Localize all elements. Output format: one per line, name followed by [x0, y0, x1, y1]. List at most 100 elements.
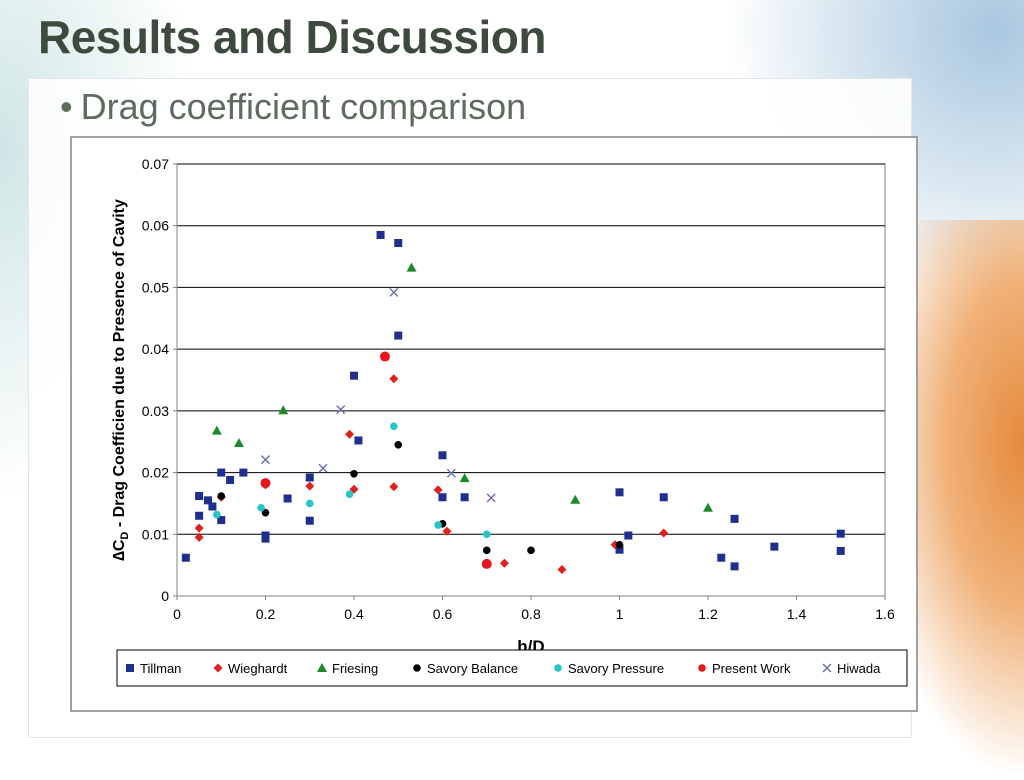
legend-marker-hiwada	[822, 663, 832, 673]
y-tick-label: 0.04	[142, 341, 169, 357]
wieghardt-point	[433, 485, 443, 495]
chart-frame: 0 0.01 0.02 0.03 0.04 0.05 0.06 0.07 0 0.2 0.4 0.6 0…	[70, 136, 918, 712]
tillman-point	[226, 475, 235, 484]
tillman-point	[624, 531, 633, 540]
x-tick-label: 0	[173, 606, 181, 622]
tillman-point	[261, 534, 270, 543]
savory-balance-point	[217, 492, 226, 500]
wieghardt-point	[305, 481, 315, 491]
savory-balance-point	[261, 508, 270, 517]
wieghardt-point	[659, 528, 669, 538]
wieghardt-point	[499, 558, 509, 568]
friesing-point	[233, 437, 244, 447]
tillman-point	[203, 496, 212, 505]
tillman-point	[836, 546, 845, 555]
legend-label-present-work: Present Work	[712, 661, 791, 676]
hiwada-point	[486, 493, 496, 503]
slide-title: Results and Discussion	[38, 11, 546, 63]
friesing-point	[570, 494, 581, 504]
tillman-point	[195, 511, 204, 520]
x-tick-label: 0.4	[344, 606, 364, 622]
legend-label-friesing: Friesing	[332, 661, 378, 676]
x-tick-label: 1	[616, 606, 624, 622]
x-tick-label: 1.2	[698, 606, 718, 622]
tillman-point	[354, 436, 363, 445]
hiwada-point	[336, 405, 346, 415]
friesing-point	[278, 405, 289, 415]
tillman-point	[438, 493, 447, 502]
y-tick-label: 0.03	[142, 403, 169, 419]
friesing-point	[459, 473, 470, 483]
bullet-item: • Drag coefficient comparison	[60, 86, 526, 128]
savory-pressure-point	[345, 490, 354, 498]
legend-marker-friesing	[317, 663, 327, 672]
legend-label-tillman: Tillman	[140, 661, 181, 676]
wieghardt-point	[442, 526, 452, 536]
tillman-point	[615, 488, 624, 497]
legend-label-wieghardt: Wieghardt	[228, 661, 288, 676]
y-tick-label: 0.07	[142, 156, 169, 172]
bullet-text: Drag coefficient comparison	[80, 86, 527, 127]
legend-label-hiwada: Hiwada	[837, 661, 881, 676]
y-tick-label: 0.05	[142, 279, 169, 295]
friesing-point	[406, 262, 417, 272]
tillman-point	[283, 494, 292, 503]
tillman-point	[181, 553, 190, 562]
tillman-point	[239, 468, 248, 477]
y-axis-label: ∆CD - Drag Coefficien due to Presence of…	[111, 199, 131, 561]
savory-balance-point	[482, 546, 491, 555]
present-work-point	[260, 478, 271, 489]
tillman-point	[394, 238, 403, 247]
tillman-point	[770, 542, 779, 551]
wieghardt-point	[345, 429, 355, 439]
tillman-point	[730, 514, 739, 523]
hiwada-point	[389, 287, 399, 297]
hiwada-point	[446, 468, 456, 478]
hiwada-point	[261, 455, 270, 465]
wieghardt-point	[389, 482, 399, 492]
savory-pressure-point	[482, 530, 491, 539]
x-tick-label: 0.8	[521, 606, 541, 622]
savory-balance-point	[527, 546, 535, 555]
tillman-point	[305, 473, 314, 482]
savory-pressure-point	[390, 422, 398, 431]
x-tick-label: 0.2	[256, 606, 276, 622]
tillman-point	[460, 493, 469, 502]
tillman-point	[659, 493, 668, 502]
drag-coefficient-scatter-chart: 0 0.01 0.02 0.03 0.04 0.05 0.06 0.07 0 0.2 0.4 0.6 0…	[111, 156, 908, 687]
tillman-point	[208, 502, 217, 511]
wieghardt-point	[194, 532, 204, 542]
legend-box	[116, 649, 908, 687]
tillman-point	[394, 331, 403, 340]
legend-marker-savory-balance	[413, 664, 421, 672]
savory-balance-point	[615, 540, 624, 549]
tillman-point	[376, 230, 385, 239]
hiwada-point	[318, 463, 328, 473]
x-tick-label: 1.6	[875, 606, 895, 622]
tillman-point	[195, 492, 204, 501]
savory-pressure-point	[434, 521, 442, 529]
legend-marker-tillman	[126, 664, 134, 672]
wieghardt-point	[389, 374, 399, 384]
tillman-point	[730, 562, 739, 571]
tillman-point	[836, 529, 845, 538]
tillman-point	[217, 516, 226, 525]
legend-marker-wieghardt	[213, 663, 223, 673]
y-tick-label: 0.06	[142, 218, 169, 234]
legend-label-savory-balance: Savory Balance	[427, 661, 518, 676]
tillman-point	[717, 553, 726, 562]
tillman-point	[438, 451, 447, 460]
x-tick-label: 0.6	[433, 606, 453, 622]
friesing-point	[211, 425, 222, 435]
legend-label-savory-pressure: Savory Pressure	[568, 661, 664, 676]
tillman-point	[615, 545, 624, 554]
y-tick-label: 0.02	[142, 465, 169, 481]
savory-pressure-point	[257, 503, 265, 512]
y-tick-label: 0	[161, 588, 169, 604]
savory-balance-point	[350, 470, 358, 478]
tillman-point	[217, 468, 226, 477]
savory-pressure-point	[305, 499, 314, 508]
savory-balance-point	[394, 441, 403, 449]
tillman-point	[350, 371, 358, 380]
present-work-point	[481, 558, 492, 569]
